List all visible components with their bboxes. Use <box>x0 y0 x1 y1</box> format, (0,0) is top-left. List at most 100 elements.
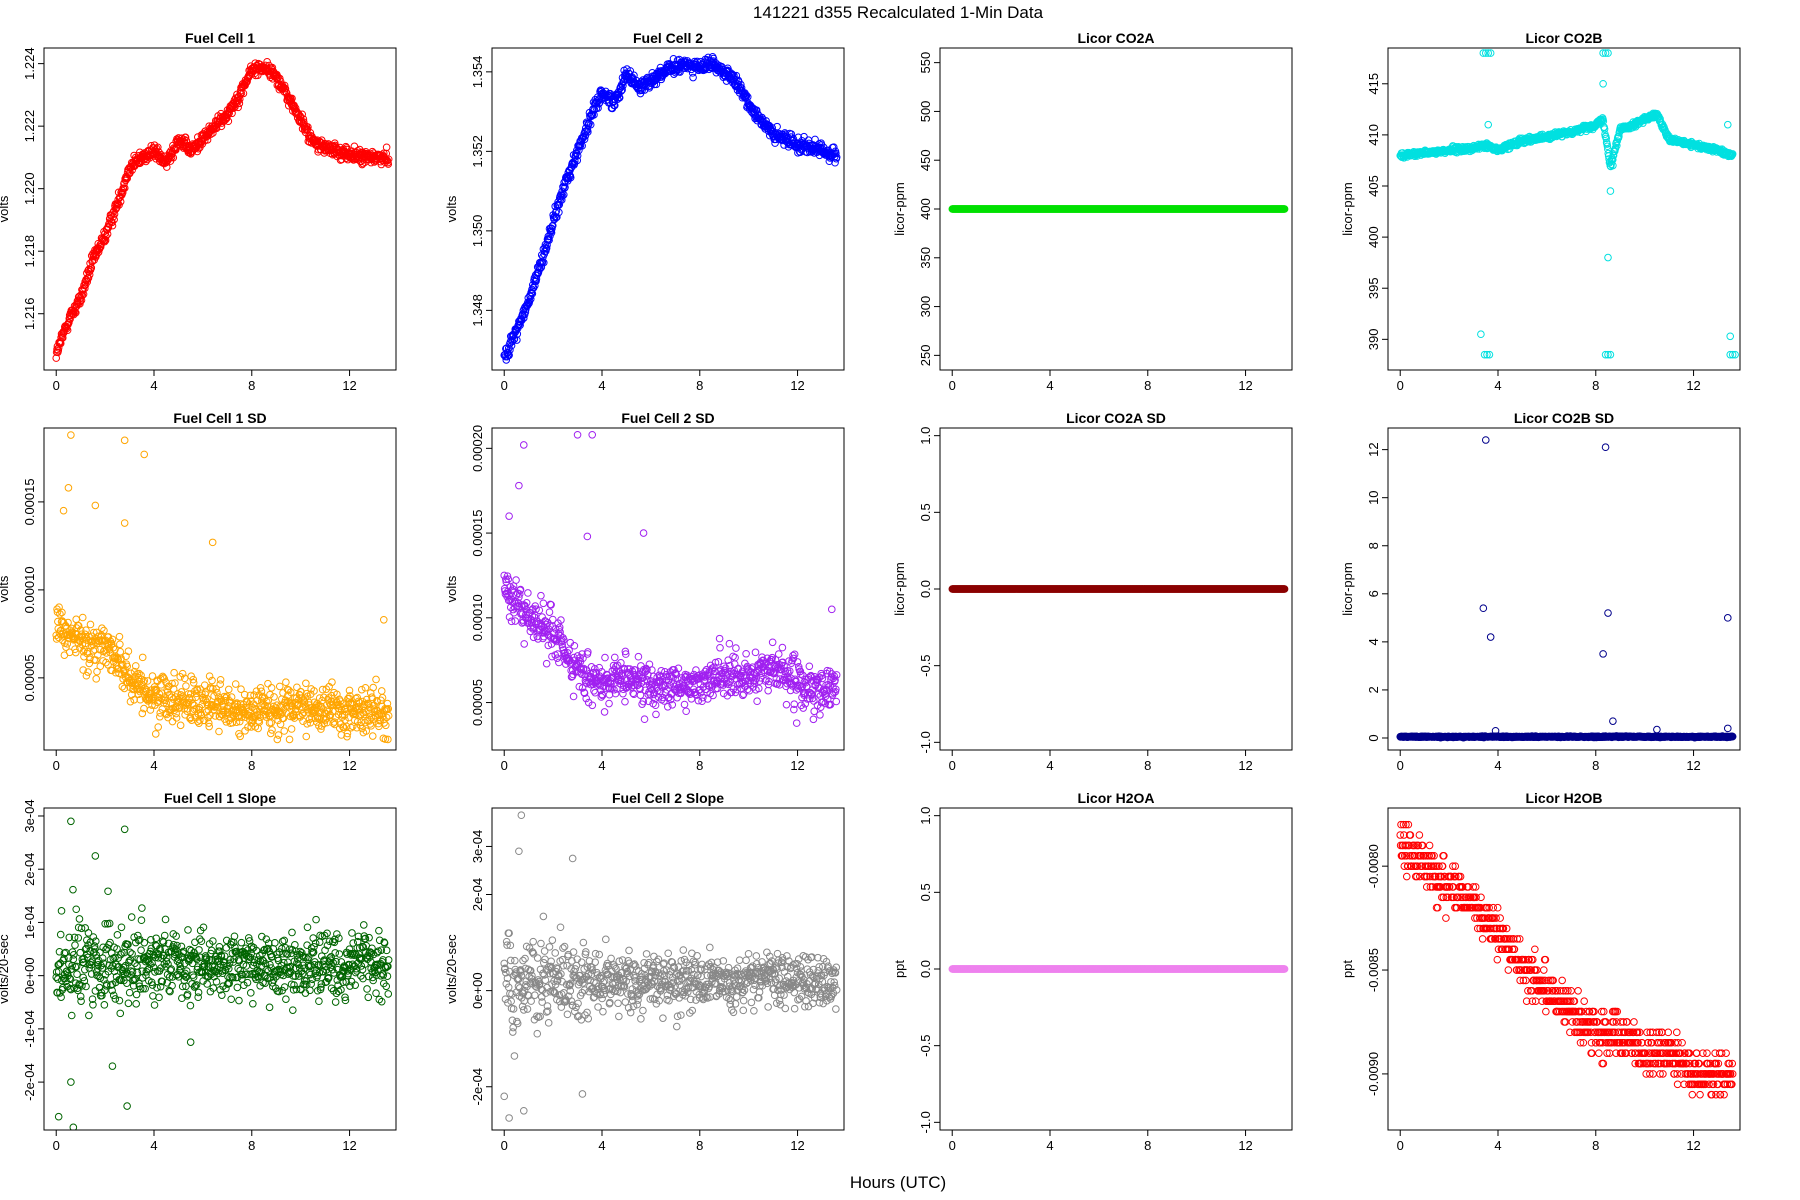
data-point <box>361 718 369 727</box>
data-point <box>293 683 301 692</box>
data-point <box>346 692 354 700</box>
data-point <box>780 661 788 670</box>
y-tick-label: 300 <box>918 296 933 318</box>
y-tick-label: 1.216 <box>22 297 37 330</box>
data-point <box>246 691 255 700</box>
data-point <box>1604 350 1612 359</box>
data-point <box>590 111 598 119</box>
data-point <box>503 572 512 580</box>
data-point <box>505 613 514 621</box>
data-point <box>716 643 724 652</box>
data-point <box>205 672 214 680</box>
data-point <box>212 685 220 693</box>
data-point <box>753 697 761 706</box>
data-point <box>741 677 750 685</box>
data-point <box>621 650 630 658</box>
data-point <box>612 662 620 671</box>
data-point <box>619 81 627 90</box>
data-point <box>118 188 127 197</box>
y-tick-label: 1.218 <box>22 235 37 268</box>
data-point <box>140 450 149 459</box>
data-point <box>799 704 808 712</box>
data-point <box>542 244 551 252</box>
data-point <box>196 685 205 693</box>
y-tick-label: 415 <box>1366 73 1381 95</box>
data-point <box>116 640 124 649</box>
data-point <box>778 643 787 652</box>
data-point <box>1726 332 1735 341</box>
y-tick-label: 0.00020 <box>470 425 485 472</box>
data-point <box>298 110 306 119</box>
data-point <box>224 685 233 694</box>
panel-title: Fuel Cell 2 <box>633 30 703 46</box>
data-point <box>601 653 609 662</box>
y-tick-label: 1.354 <box>470 56 485 89</box>
panel-title: Fuel Cell 1 SD <box>173 410 266 426</box>
y-tick-label: 500 <box>918 101 933 123</box>
plot-frame <box>491 47 845 371</box>
data-point <box>64 484 73 492</box>
data-point <box>745 686 754 695</box>
data-point <box>1726 350 1735 359</box>
data-point <box>384 155 393 164</box>
data-point <box>582 694 591 703</box>
data-point <box>274 73 282 81</box>
data-point <box>303 719 311 728</box>
data-point <box>351 710 360 719</box>
data-point <box>165 690 174 699</box>
panel-title: Licor CO2B <box>1525 30 1602 46</box>
data-point <box>574 659 583 668</box>
data-point <box>115 632 124 641</box>
data-point <box>306 128 315 137</box>
y-tick-label: 395 <box>1366 277 1381 299</box>
data-point <box>286 688 295 697</box>
data-point <box>154 723 162 731</box>
data-point <box>621 697 629 706</box>
data-point <box>94 651 102 659</box>
data-point <box>546 232 554 240</box>
data-point <box>206 711 214 720</box>
data-point <box>558 191 567 200</box>
data-point <box>782 700 791 709</box>
y-tick-label: 410 <box>1366 124 1381 146</box>
y-axis-label: volts <box>444 195 459 222</box>
y-tick-label: 350 <box>918 247 933 269</box>
data-point <box>381 735 390 743</box>
data-point <box>520 640 529 648</box>
y-axis-label: volts <box>444 575 459 602</box>
data-point <box>203 700 212 709</box>
data-point <box>663 702 672 711</box>
data-point <box>680 700 689 709</box>
data-point <box>176 721 185 730</box>
data-point <box>627 677 635 686</box>
data-point <box>138 653 147 662</box>
data-point <box>189 675 198 684</box>
data-point <box>699 693 707 702</box>
data-point <box>126 168 134 176</box>
data-point <box>709 691 717 700</box>
data-point <box>531 602 540 610</box>
data-point <box>239 89 248 98</box>
data-point <box>253 696 262 704</box>
data-point <box>196 716 204 724</box>
data-point <box>617 658 625 667</box>
data-point <box>204 719 213 727</box>
x-tick-label: 12 <box>342 758 356 773</box>
data-point <box>267 684 276 692</box>
data-point <box>377 687 386 695</box>
data-point <box>372 675 380 684</box>
data-point <box>108 635 117 644</box>
data-point <box>594 104 602 112</box>
data-point <box>553 650 562 658</box>
data-point <box>611 689 620 698</box>
data-point <box>383 699 392 708</box>
data-point <box>362 727 371 735</box>
data-point <box>831 158 839 167</box>
data-point <box>138 709 147 718</box>
x-tick-label: 8 <box>248 758 255 773</box>
data-point <box>360 710 368 719</box>
series-points <box>500 430 841 727</box>
data-point <box>181 133 190 142</box>
data-point <box>580 689 589 697</box>
data-point <box>547 600 555 609</box>
